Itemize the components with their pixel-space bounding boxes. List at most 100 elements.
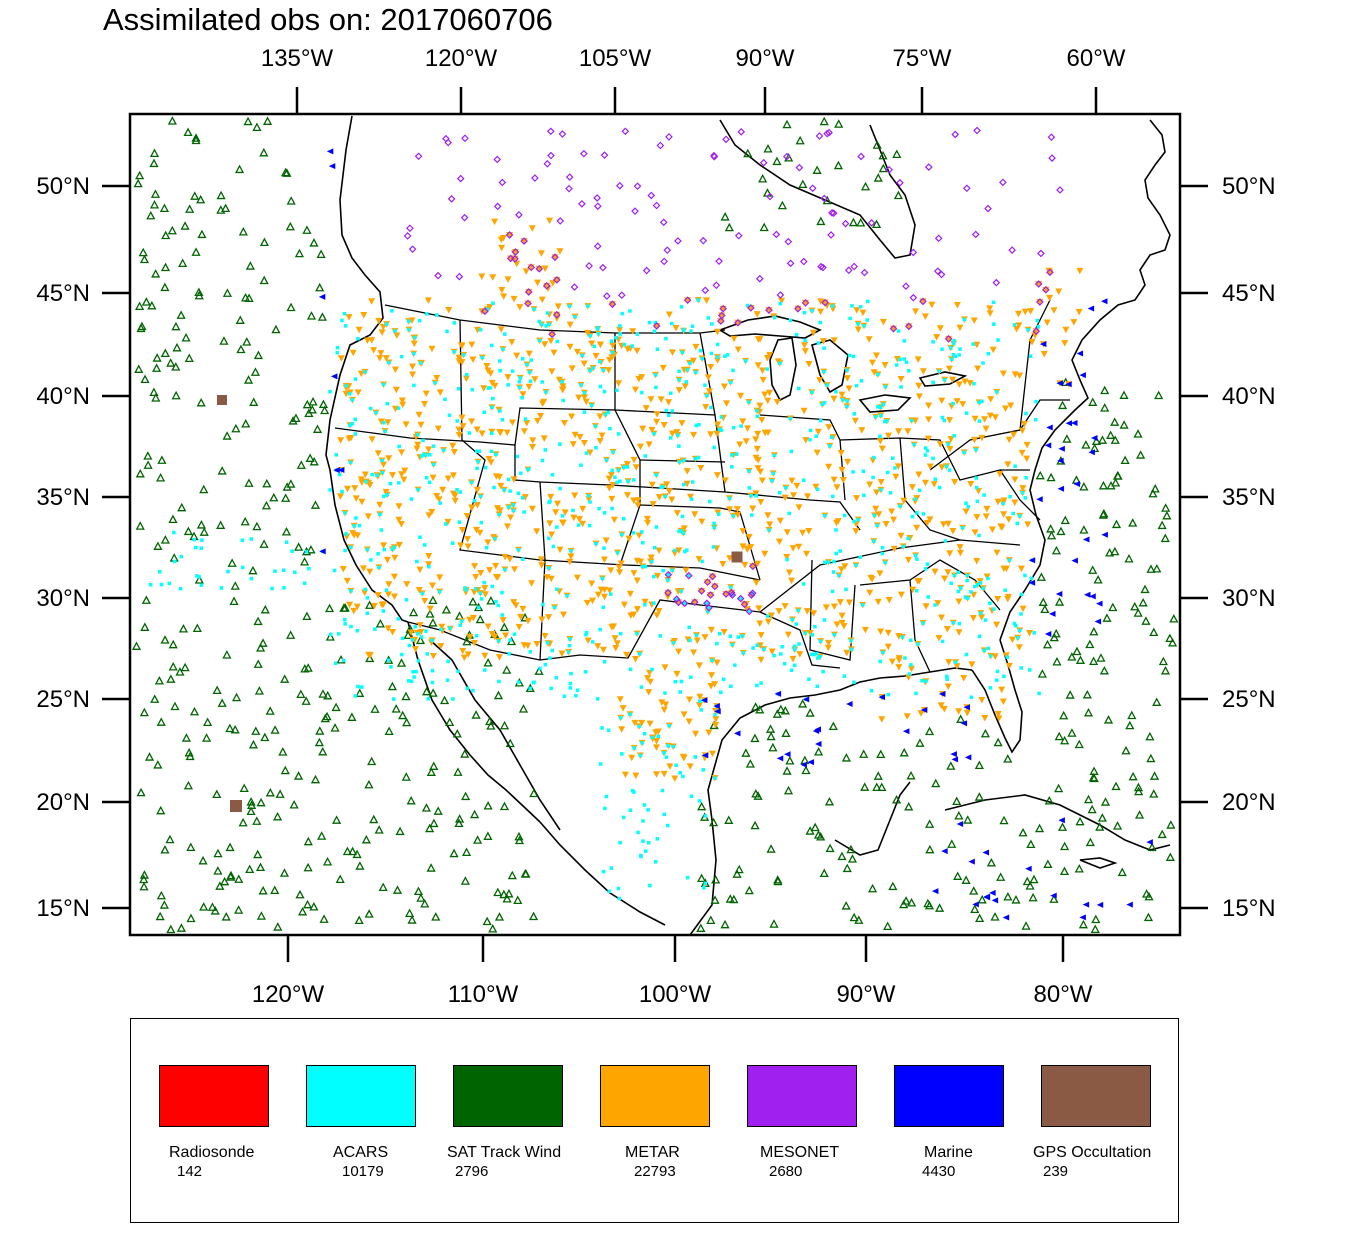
mesonet-marker	[827, 231, 835, 239]
mesonet-marker	[944, 335, 953, 343]
metar-marker	[736, 441, 744, 448]
sat-track-wind-marker	[765, 724, 776, 733]
acars-marker	[755, 414, 760, 419]
marine-marker	[956, 821, 964, 828]
marine-marker	[700, 697, 708, 704]
mesonet-marker	[593, 194, 601, 202]
sat-track-wind-marker	[161, 230, 171, 240]
acars-marker	[424, 629, 428, 633]
acars-marker	[664, 755, 669, 759]
acars-marker	[496, 603, 500, 608]
acars-marker	[906, 536, 910, 541]
acars-marker	[706, 609, 710, 614]
metar-marker	[665, 488, 673, 495]
metar-marker	[379, 601, 387, 608]
metar-marker	[689, 357, 697, 365]
metar-marker	[888, 508, 896, 516]
marine-marker	[989, 889, 996, 896]
metar-marker	[481, 652, 489, 660]
sat-track-wind-marker	[906, 770, 916, 780]
metar-marker	[409, 363, 417, 371]
acars-marker	[678, 771, 682, 775]
mesonet-marker	[795, 163, 804, 172]
acars-marker	[803, 631, 807, 635]
sat-track-wind-marker	[177, 502, 187, 512]
acars-marker	[548, 499, 552, 504]
acars-marker	[343, 622, 347, 626]
mesonet-marker	[551, 253, 559, 262]
marine-marker	[1083, 591, 1091, 598]
sat-track-wind-marker	[1089, 626, 1099, 636]
acars-marker	[506, 477, 511, 482]
metar-marker	[634, 502, 642, 509]
acars-marker	[767, 528, 771, 532]
acars-marker	[348, 460, 353, 465]
mesonet-marker	[924, 163, 933, 171]
mesonet-marker	[737, 128, 746, 136]
sat-track-wind-marker	[135, 301, 145, 311]
sat-track-wind-marker	[1152, 564, 1162, 573]
acars-marker	[940, 347, 944, 351]
metar-marker	[758, 417, 766, 424]
acars-marker	[409, 679, 414, 684]
metar-marker	[695, 556, 703, 563]
sat-track-wind-marker	[1162, 510, 1172, 520]
marine-marker	[968, 858, 975, 865]
acars-marker	[192, 537, 196, 542]
sat-track-wind-marker	[402, 717, 412, 727]
acars-marker	[385, 492, 389, 497]
sat-track-wind-marker	[243, 375, 254, 384]
sat-track-wind-marker	[470, 809, 480, 819]
acars-marker	[520, 496, 525, 500]
metar-marker	[485, 455, 493, 463]
acars-marker	[552, 605, 557, 609]
acars-marker	[573, 314, 577, 319]
sat-track-wind-marker	[196, 520, 206, 529]
acars-marker	[851, 354, 856, 359]
sat-track-wind-marker	[155, 911, 165, 921]
acars-marker	[772, 653, 776, 658]
acars-marker	[588, 368, 592, 373]
metar-marker	[1004, 595, 1012, 603]
marine-marker	[920, 707, 928, 714]
metar-marker	[415, 586, 423, 594]
acars-marker	[500, 613, 505, 617]
sat-track-wind-marker	[841, 753, 851, 762]
acars-marker	[606, 728, 611, 732]
metar-marker	[766, 521, 774, 528]
metar-marker	[968, 661, 976, 668]
metar-marker	[413, 445, 421, 453]
sat-track-wind-marker	[286, 479, 296, 488]
acars-marker	[433, 380, 437, 385]
sat-track-wind-marker	[1052, 656, 1062, 666]
acars-marker	[909, 638, 913, 643]
metar-marker	[934, 600, 942, 607]
metar-marker	[558, 386, 566, 394]
acars-marker	[723, 354, 727, 358]
metar-marker	[938, 397, 946, 405]
marine-marker	[1049, 610, 1056, 617]
acars-marker	[902, 339, 907, 343]
acars-marker	[838, 549, 842, 553]
mesonet-marker	[585, 262, 593, 270]
acars-marker	[589, 403, 594, 408]
sat-track-wind-marker	[834, 119, 844, 128]
sat-track-wind-marker	[1085, 639, 1095, 649]
acars-marker	[447, 413, 452, 418]
metar-marker	[644, 519, 652, 527]
metar-marker	[1020, 420, 1028, 428]
acars-marker	[789, 668, 794, 672]
metar-marker	[925, 416, 933, 423]
sat-track-wind-marker	[888, 881, 898, 891]
sat-track-wind-marker	[1169, 614, 1179, 623]
acars-marker	[886, 692, 891, 697]
acars-marker	[822, 369, 826, 374]
metar-marker	[866, 589, 874, 597]
mesonet-marker	[755, 274, 764, 283]
sat-track-wind-marker	[461, 791, 471, 801]
sat-track-wind-marker	[1042, 639, 1053, 649]
acars-marker	[674, 763, 678, 768]
sat-track-wind-marker	[445, 717, 455, 727]
acars-marker	[641, 839, 645, 843]
sat-track-wind-marker	[872, 782, 882, 791]
